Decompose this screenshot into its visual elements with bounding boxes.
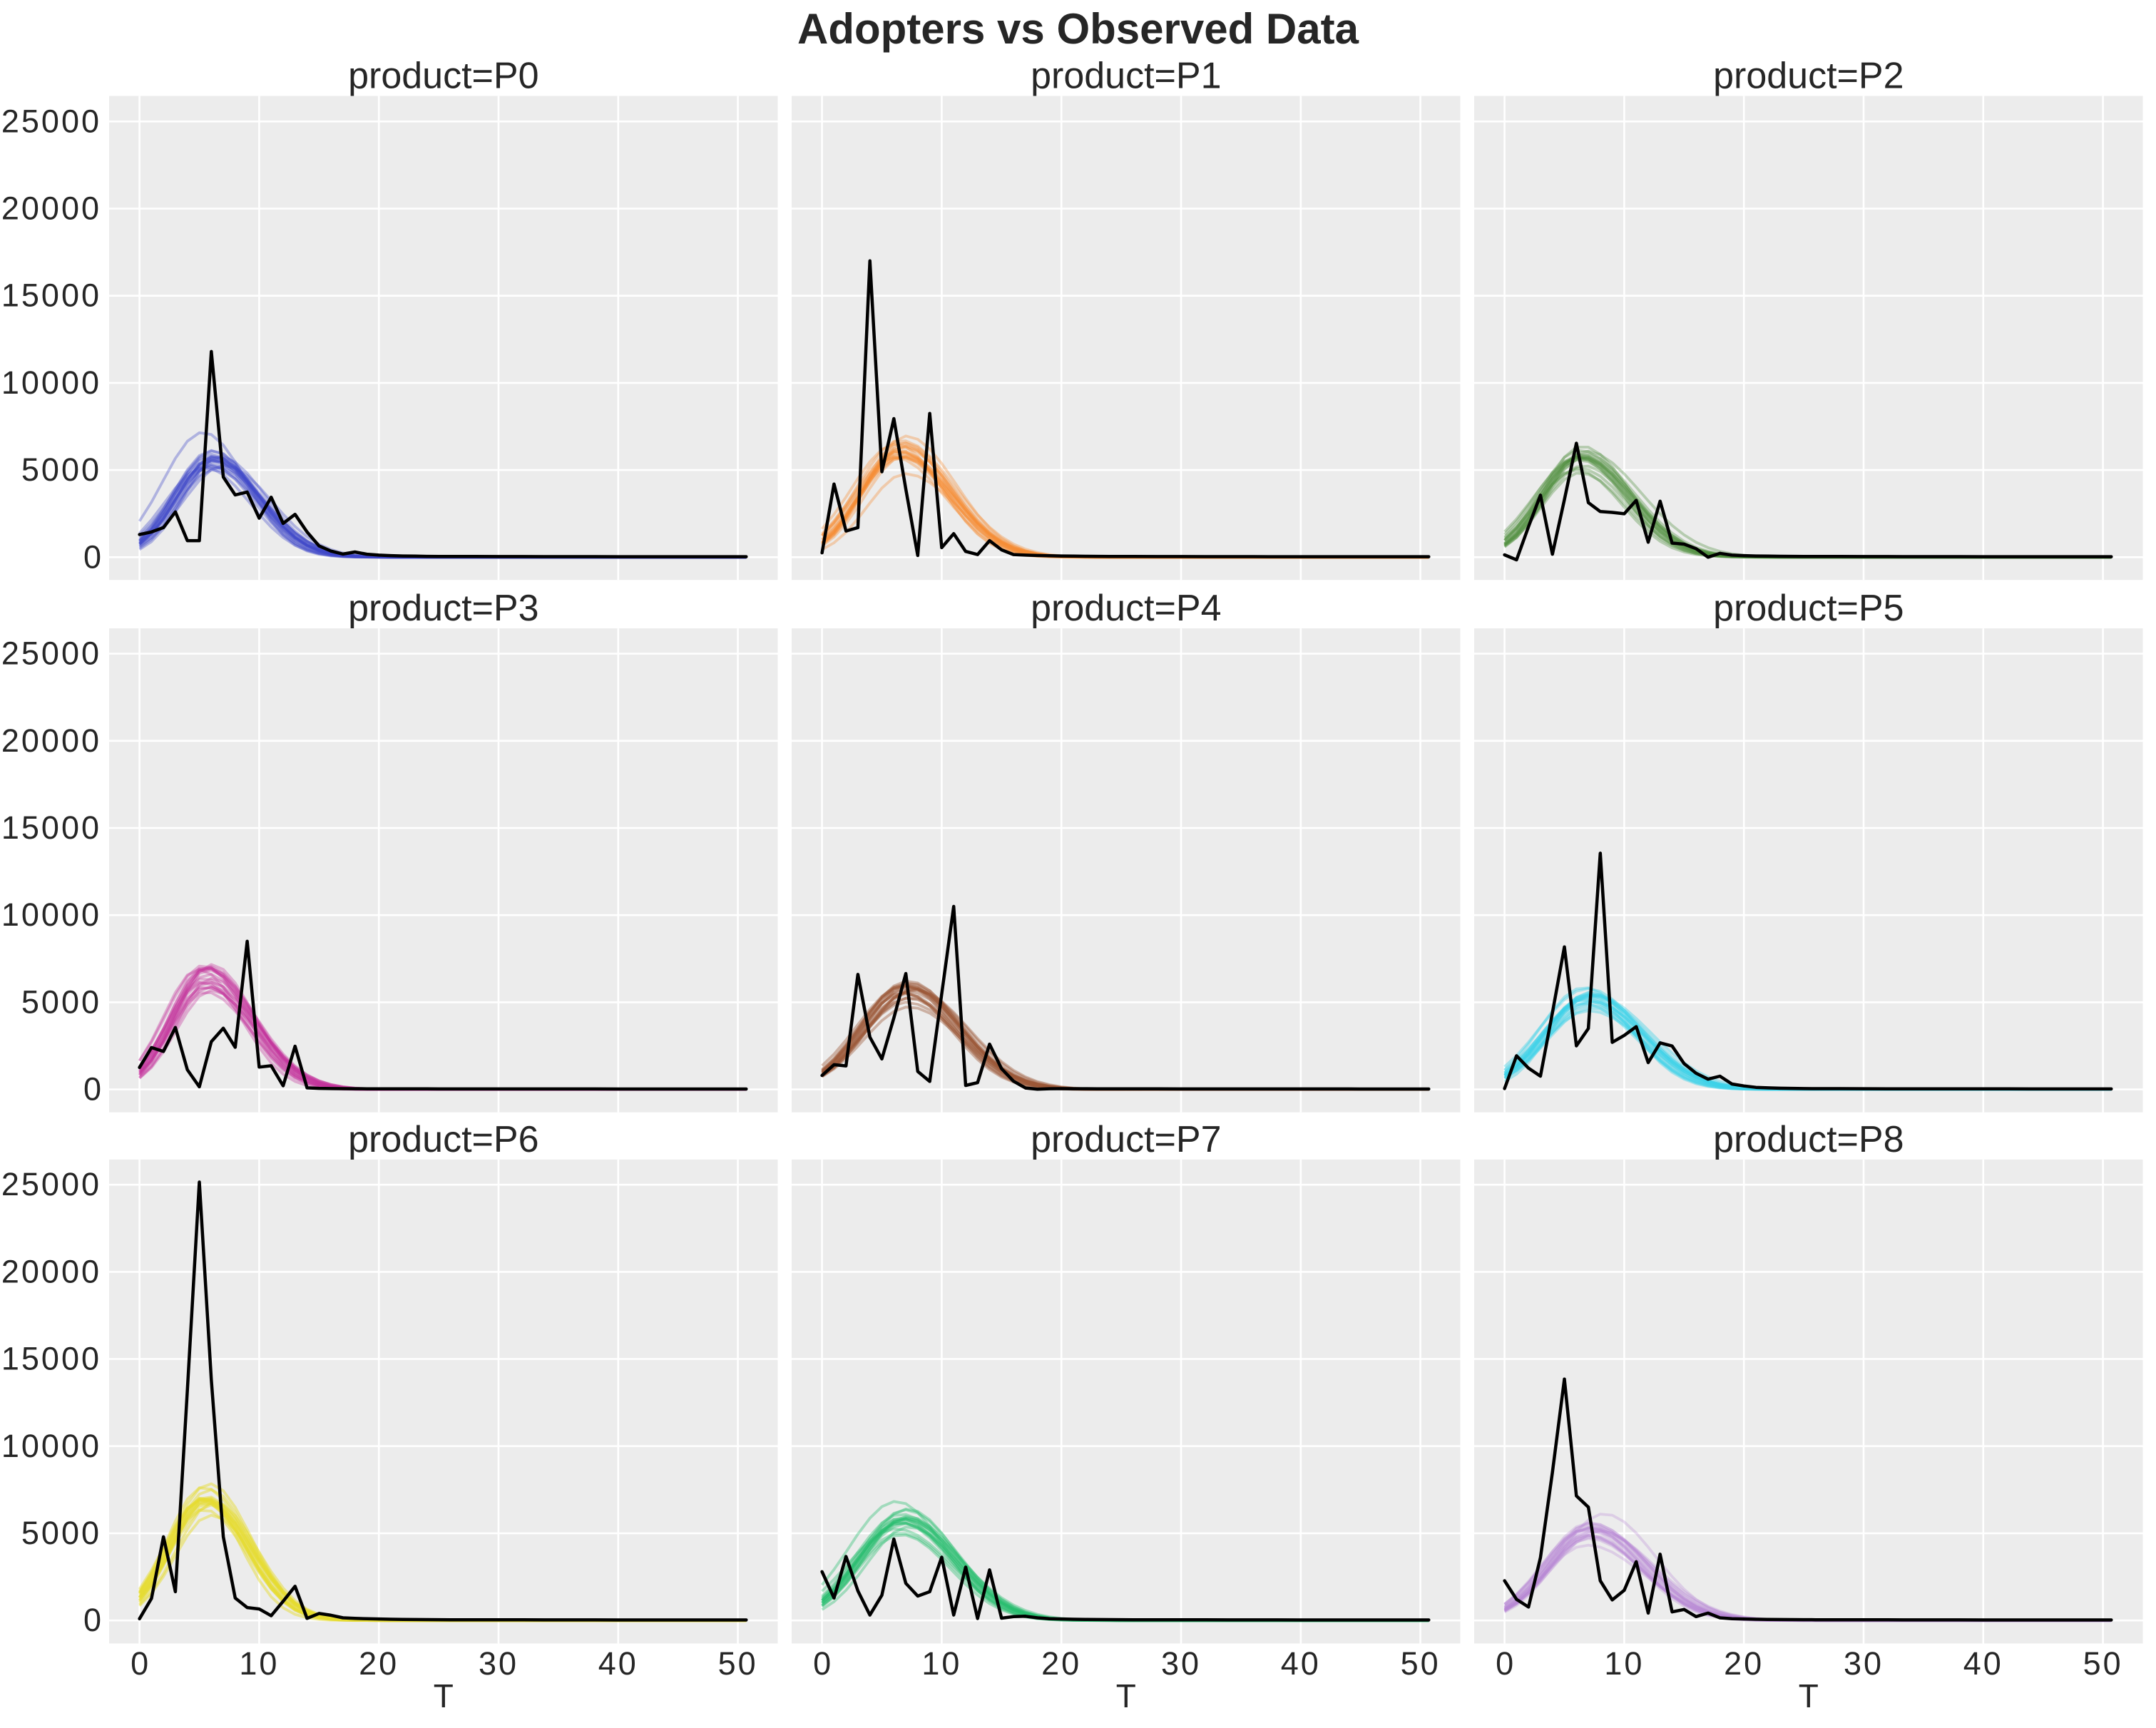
svg-text:product=P2: product=P2 [1713,56,1904,97]
svg-text:40: 40 [1963,1645,2003,1682]
svg-text:40: 40 [598,1645,638,1682]
svg-text:0: 0 [131,1645,148,1682]
svg-text:5000: 5000 [21,983,101,1020]
svg-text:T: T [434,1677,454,1714]
svg-text:product=P5: product=P5 [1713,588,1904,629]
svg-text:5000: 5000 [21,451,101,488]
svg-text:50: 50 [1401,1645,1441,1682]
svg-text:Adopters vs Observed Data: Adopters vs Observed Data [797,5,1359,53]
svg-text:20: 20 [1041,1645,1081,1682]
svg-text:product=P6: product=P6 [348,1119,538,1160]
svg-text:10000: 10000 [1,896,101,933]
svg-text:25000: 25000 [1,103,101,139]
svg-text:20000: 20000 [1,1253,101,1289]
svg-text:product=P0: product=P0 [348,56,538,97]
svg-text:15000: 15000 [1,809,101,846]
svg-text:0: 0 [83,1602,101,1638]
svg-text:0: 0 [1496,1645,1513,1682]
svg-text:30: 30 [1844,1645,1884,1682]
svg-text:25000: 25000 [1,635,101,672]
svg-text:15000: 15000 [1,1341,101,1377]
svg-text:20: 20 [1724,1645,1764,1682]
svg-text:50: 50 [718,1645,758,1682]
svg-text:15000: 15000 [1,277,101,314]
svg-text:product=P1: product=P1 [1031,56,1221,97]
svg-text:20: 20 [359,1645,399,1682]
svg-text:20000: 20000 [1,190,101,227]
svg-text:product=P4: product=P4 [1031,588,1221,629]
svg-text:5000: 5000 [21,1515,101,1551]
svg-text:product=P3: product=P3 [348,588,538,629]
svg-text:25000: 25000 [1,1166,101,1202]
svg-text:0: 0 [83,1071,101,1108]
svg-text:30: 30 [1161,1645,1201,1682]
svg-text:10000: 10000 [1,364,101,401]
svg-text:10000: 10000 [1,1428,101,1464]
svg-text:50: 50 [2083,1645,2123,1682]
svg-text:30: 30 [479,1645,518,1682]
svg-text:0: 0 [813,1645,831,1682]
svg-text:20000: 20000 [1,722,101,759]
svg-text:T: T [1799,1677,1819,1714]
svg-text:T: T [1116,1677,1136,1714]
svg-text:10: 10 [239,1645,279,1682]
svg-text:product=P8: product=P8 [1713,1119,1904,1160]
svg-text:0: 0 [83,538,101,575]
svg-text:product=P7: product=P7 [1031,1119,1221,1160]
svg-text:10: 10 [1604,1645,1644,1682]
svg-text:10: 10 [921,1645,961,1682]
svg-text:40: 40 [1281,1645,1321,1682]
